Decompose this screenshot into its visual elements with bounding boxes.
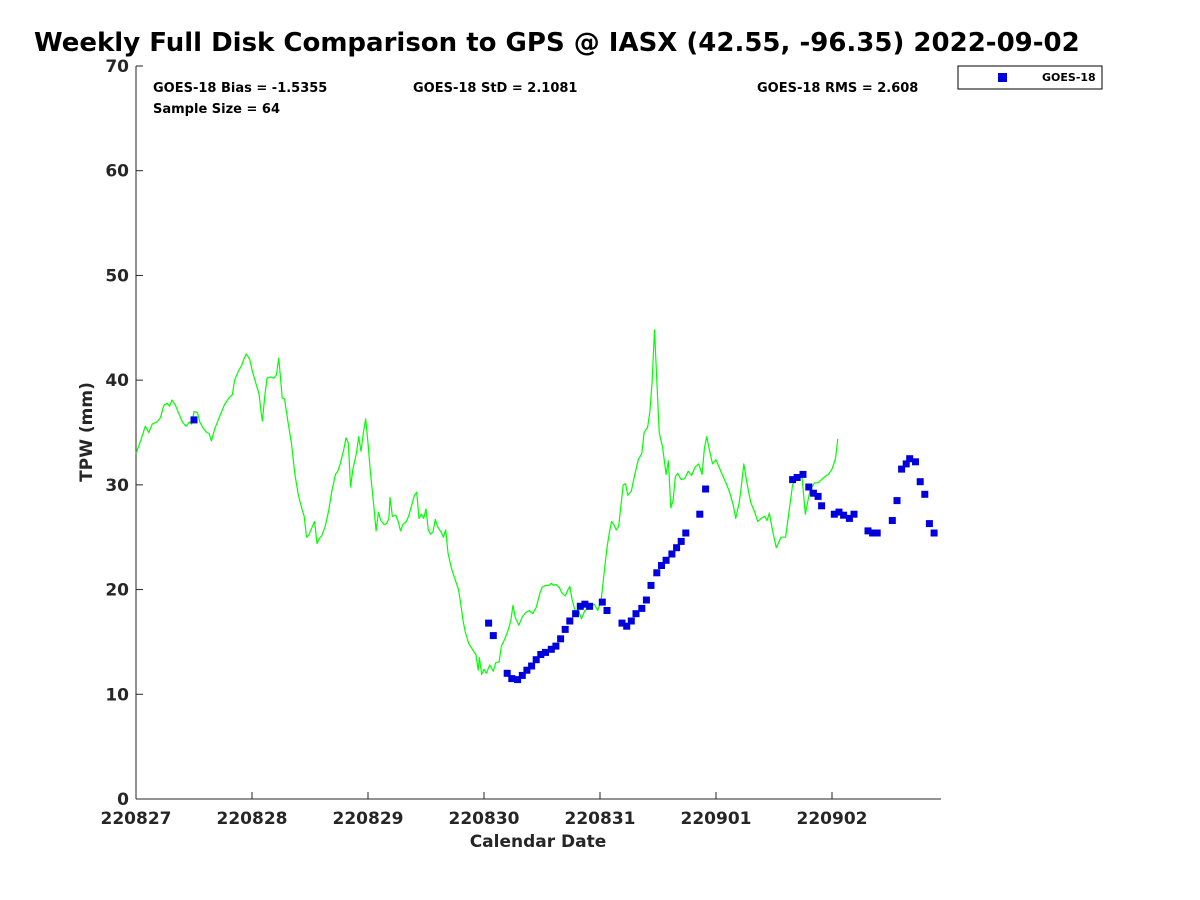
goes-18-point <box>603 607 611 614</box>
y-tick-label: 70 <box>105 57 129 77</box>
goes-18-point <box>552 642 560 650</box>
y-tick-label: 50 <box>105 266 129 286</box>
chart-title: Weekly Full Disk Comparison to GPS @ IAS… <box>34 28 1080 58</box>
axes-layer: 0 10 20 30 40 50 60 70 220827 220828 220829 220830 2… <box>101 57 941 829</box>
goes-18-point <box>668 550 676 558</box>
gps-line-layer <box>135 329 839 675</box>
y-tick-label: 0 <box>117 790 129 810</box>
legend-marker-goes-18 <box>998 73 1007 82</box>
goes-18-point <box>682 529 690 537</box>
y-tick-label: 30 <box>105 476 129 496</box>
y-tick-label: 10 <box>105 685 129 705</box>
goes-18-point <box>873 529 881 537</box>
x-tick-label: 220901 <box>681 809 752 829</box>
goes-18-point <box>912 458 919 466</box>
goes-18-point <box>830 510 838 518</box>
goes-18-point <box>864 527 872 535</box>
goes-18-point <box>572 610 580 618</box>
goes-18-point <box>576 602 584 610</box>
stat-rms: GOES-18 RMS = 2.608 <box>757 81 918 96</box>
stat-std: GOES-18 StD = 2.1081 <box>413 81 577 96</box>
goes-18-point <box>514 676 522 684</box>
goes-18-point <box>888 517 896 524</box>
goes-18-point <box>805 483 813 491</box>
x-tick-label: 220902 <box>797 809 868 829</box>
goes-18-point <box>925 520 933 528</box>
goes-18-point <box>542 648 549 656</box>
x-tick-label: 220831 <box>565 809 636 829</box>
goes-18-point <box>850 510 858 518</box>
goes-18-point <box>627 617 635 625</box>
goes-18-point <box>702 485 710 493</box>
goes-18-point <box>898 465 906 473</box>
goes-18-point <box>840 511 848 519</box>
goes-18-point <box>557 635 565 643</box>
goes-18-point <box>869 529 877 537</box>
goes-18-point <box>906 455 914 463</box>
goes-18-point <box>547 645 555 653</box>
goes-18-point <box>818 502 826 510</box>
goes-18-point <box>618 619 626 627</box>
goes-point-layer <box>190 416 938 684</box>
goes-18-point <box>537 651 545 658</box>
x-tick-label: 220828 <box>217 809 288 829</box>
goes-18-point <box>532 656 540 664</box>
goes-18-point <box>814 492 822 500</box>
goes-18-point <box>673 544 681 552</box>
goes-18-point <box>508 675 516 683</box>
goes-18-point <box>930 529 938 537</box>
y-axis-label: TPW (mm) <box>77 382 97 482</box>
goes-18-point <box>518 671 526 679</box>
goes-18-point <box>677 537 685 545</box>
goes-18-point <box>809 489 817 497</box>
y-tick-label: 20 <box>105 581 129 601</box>
goes-18-point <box>662 556 670 564</box>
y-tick-label: 60 <box>105 162 129 182</box>
goes-18-point <box>835 508 843 516</box>
goes-18-point <box>658 562 665 569</box>
goes-18-point <box>528 662 536 670</box>
x-axis-label: Calendar Date <box>470 832 607 852</box>
goes-18-point <box>893 497 901 505</box>
goes-18-point <box>623 622 631 630</box>
gps-tpw-line <box>135 329 839 675</box>
stat-bias: GOES-18 Bias = -1.5355 <box>153 81 327 96</box>
goes-18-point <box>902 460 910 468</box>
goes-18-point <box>485 619 493 627</box>
goes-18-point <box>632 610 640 618</box>
goes-18-point <box>190 416 198 424</box>
goes-18-point <box>598 598 606 606</box>
goes-18-point <box>561 625 569 633</box>
goes-18-point <box>489 632 497 640</box>
x-tick-label: 220827 <box>101 809 172 829</box>
goes-18-point <box>647 581 655 589</box>
goes-18-point <box>581 600 589 608</box>
goes-18-point <box>799 470 807 478</box>
goes-18-point <box>586 602 594 610</box>
goes-18-point <box>503 669 511 677</box>
goes-18-point <box>566 617 574 625</box>
goes-18-point <box>653 569 661 577</box>
x-tick-label: 220829 <box>333 809 404 829</box>
goes-18-point <box>642 596 650 604</box>
y-tick-label: 40 <box>105 371 129 391</box>
legend-label-goes-18: GOES-18 <box>1042 71 1096 84</box>
goes-18-point <box>696 510 704 518</box>
goes-18-point <box>523 666 531 674</box>
goes-18-point <box>793 474 801 481</box>
x-tick-label: 220830 <box>449 809 520 829</box>
legend-box <box>957 65 1103 90</box>
goes-18-point <box>921 490 929 498</box>
goes-18-point <box>916 478 924 486</box>
stat-sample-size: Sample Size = 64 <box>153 102 280 117</box>
goes-18-point <box>845 514 853 522</box>
goes-18-point <box>789 476 797 484</box>
legend: GOES-18 <box>957 65 1103 90</box>
goes-18-point <box>638 604 646 612</box>
